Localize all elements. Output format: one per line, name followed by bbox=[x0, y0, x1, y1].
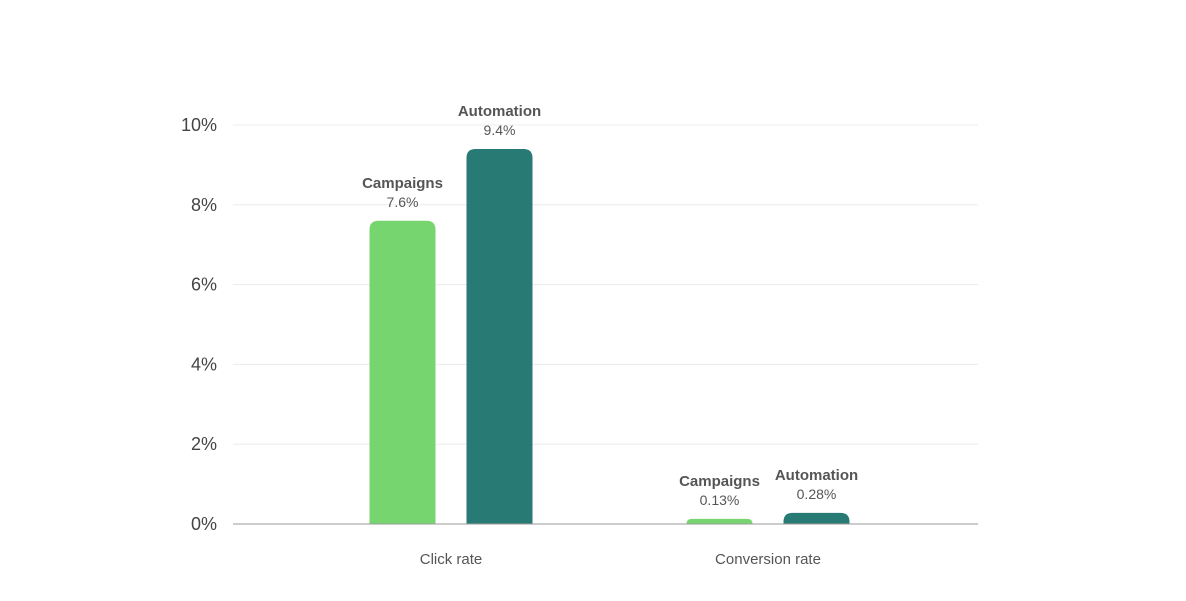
bars bbox=[369, 148, 850, 524]
bar-series-label: Automation bbox=[775, 467, 858, 484]
y-tick-label: 10% bbox=[181, 115, 217, 135]
y-tick-label: 2% bbox=[191, 434, 217, 454]
bar-campaigns-click-rate bbox=[369, 220, 436, 524]
x-category-label: Click rate bbox=[420, 551, 483, 568]
y-tick-label: 4% bbox=[191, 354, 217, 374]
x-axis-labels: Click rate Conversion rate bbox=[420, 551, 821, 568]
y-axis-ticks: 0% 2% 4% 6% 8% 10% bbox=[181, 115, 217, 534]
bar-campaigns-conversion-rate bbox=[686, 518, 753, 524]
bar-labels: Campaigns 7.6% Automation 9.4% Campaigns 0.13… bbox=[362, 103, 858, 508]
bar-value-label: 9.4% bbox=[484, 122, 516, 138]
bar-value-label: 7.6% bbox=[387, 194, 419, 210]
bar-series-label: Campaigns bbox=[679, 473, 760, 490]
bar-series-label: Campaigns bbox=[362, 175, 443, 192]
bar-automation-click-rate bbox=[466, 148, 533, 524]
bar-series-label: Automation bbox=[458, 103, 541, 120]
bar-value-label: 0.13% bbox=[700, 492, 740, 508]
bar-value-label: 0.28% bbox=[797, 486, 837, 502]
y-tick-label: 0% bbox=[191, 514, 217, 534]
grid-lines bbox=[233, 124, 978, 445]
bar-automation-conversion-rate bbox=[783, 512, 850, 524]
y-tick-label: 8% bbox=[191, 195, 217, 215]
x-category-label: Conversion rate bbox=[715, 551, 821, 568]
y-tick-label: 6% bbox=[191, 275, 217, 295]
